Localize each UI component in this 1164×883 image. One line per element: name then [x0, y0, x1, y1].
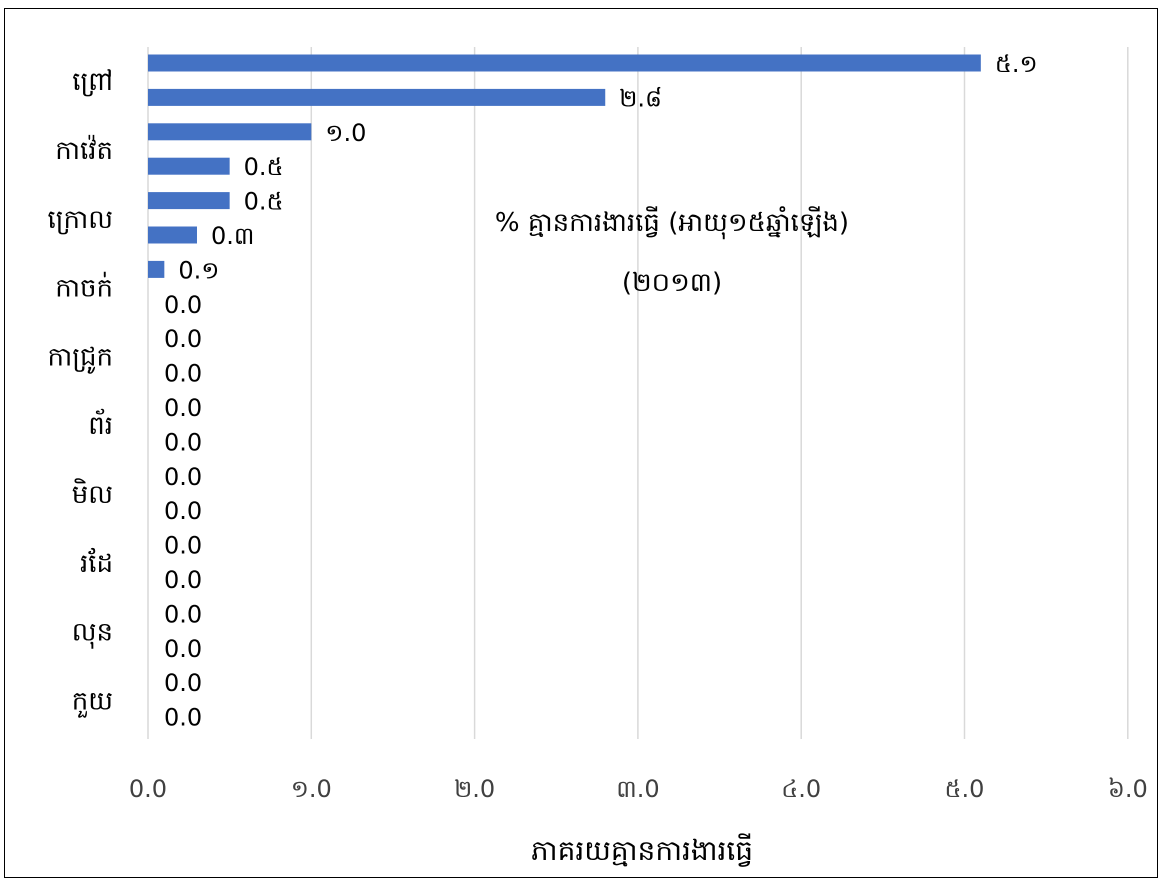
category-label: មិល: [72, 478, 113, 510]
category-label: កួយ: [72, 686, 113, 718]
bar-chart: ៥.១២.៨១.00.៥0.៥0.៣0.១0.00.00.00.00.00.00…: [47, 47, 1148, 867]
category-label: ក្រោល: [47, 205, 113, 235]
data-label: 0.៥: [244, 188, 284, 216]
data-label: ៥.១: [995, 50, 1038, 78]
data-labels: ៥.១២.៨១.0 0.៥ 0.៥ 0.៣ 0.១ 0.0 0.0 0.0 0.0 0.0 0.0 0…: [164, 50, 1038, 732]
gridlines: [147, 47, 1129, 739]
bars: [148, 54, 981, 278]
data-label: 0.0: [164, 463, 202, 491]
category-labels: ព្រៅកាវ៉េតក្រោលកាចក់កាជ្រូកព័រមិលរដែលុនក…: [47, 67, 113, 718]
data-label: 0.0: [164, 497, 202, 525]
data-label: 0.0: [164, 704, 202, 732]
bar: [148, 88, 606, 106]
x-tick-label: ៤.0: [781, 775, 821, 803]
data-label: 0.១: [178, 256, 219, 284]
x-axis-title: ភាគរយគ្មានការងារធ្វើ: [531, 833, 753, 867]
x-tick-label: ១.0: [291, 775, 332, 803]
data-label: 0.0: [164, 669, 202, 697]
x-tick-label: ៦.0: [1108, 775, 1148, 803]
bar: [148, 54, 981, 72]
category-label: រដែ: [80, 547, 113, 579]
bar: [148, 157, 230, 175]
data-label: 0.0: [164, 360, 202, 388]
data-label: 0.0: [164, 325, 202, 353]
chart-title-line-1: % គ្មានការងារធ្វើ (អាយុ១៥ឆ្នាំឡើង): [495, 206, 849, 240]
data-label: 0.៣: [211, 222, 254, 250]
x-tick-label: ២.0: [454, 775, 495, 803]
data-label: 0.0: [164, 566, 202, 594]
data-label: ១.0: [325, 119, 366, 147]
x-tick-label: ៥.0: [945, 775, 985, 803]
bar: [148, 123, 312, 141]
data-label: 0.0: [164, 635, 202, 663]
bar: [148, 226, 197, 244]
x-tick-labels: 0.0 ១.0 ២.0 ៣.0 ៤.0 ៥.0 ៦.0: [129, 775, 1148, 803]
category-label: លុន: [72, 618, 113, 650]
category-label: កាវ៉េត: [55, 134, 113, 166]
x-tick-label: 0.0: [129, 775, 167, 803]
category-label: កាចក់: [55, 272, 113, 304]
data-label: 0.៥: [244, 153, 284, 181]
data-label: 0.0: [164, 600, 202, 628]
chart-title-line-2: (២០១៣): [622, 268, 722, 298]
data-label: 0.0: [164, 532, 202, 560]
chart-frame: ៥.១ ២.៨ ១.0 0.៥ 0.៥ 0.៣ 0.១ 0.0 0.0 0.0 0.0 0.0 0.0 0…: [4, 8, 1158, 878]
data-label: 0.0: [164, 394, 202, 422]
bar: [148, 260, 165, 278]
category-label: កាជ្រូក: [47, 342, 113, 374]
data-label: ២.៨: [619, 84, 662, 112]
bar: [148, 192, 230, 210]
x-tick-label: ៣.0: [616, 775, 659, 803]
category-label: ព្រៅ: [72, 67, 113, 97]
data-label: 0.0: [164, 428, 202, 456]
category-label: ព័រ: [88, 408, 113, 441]
data-label: 0.0: [164, 291, 202, 319]
